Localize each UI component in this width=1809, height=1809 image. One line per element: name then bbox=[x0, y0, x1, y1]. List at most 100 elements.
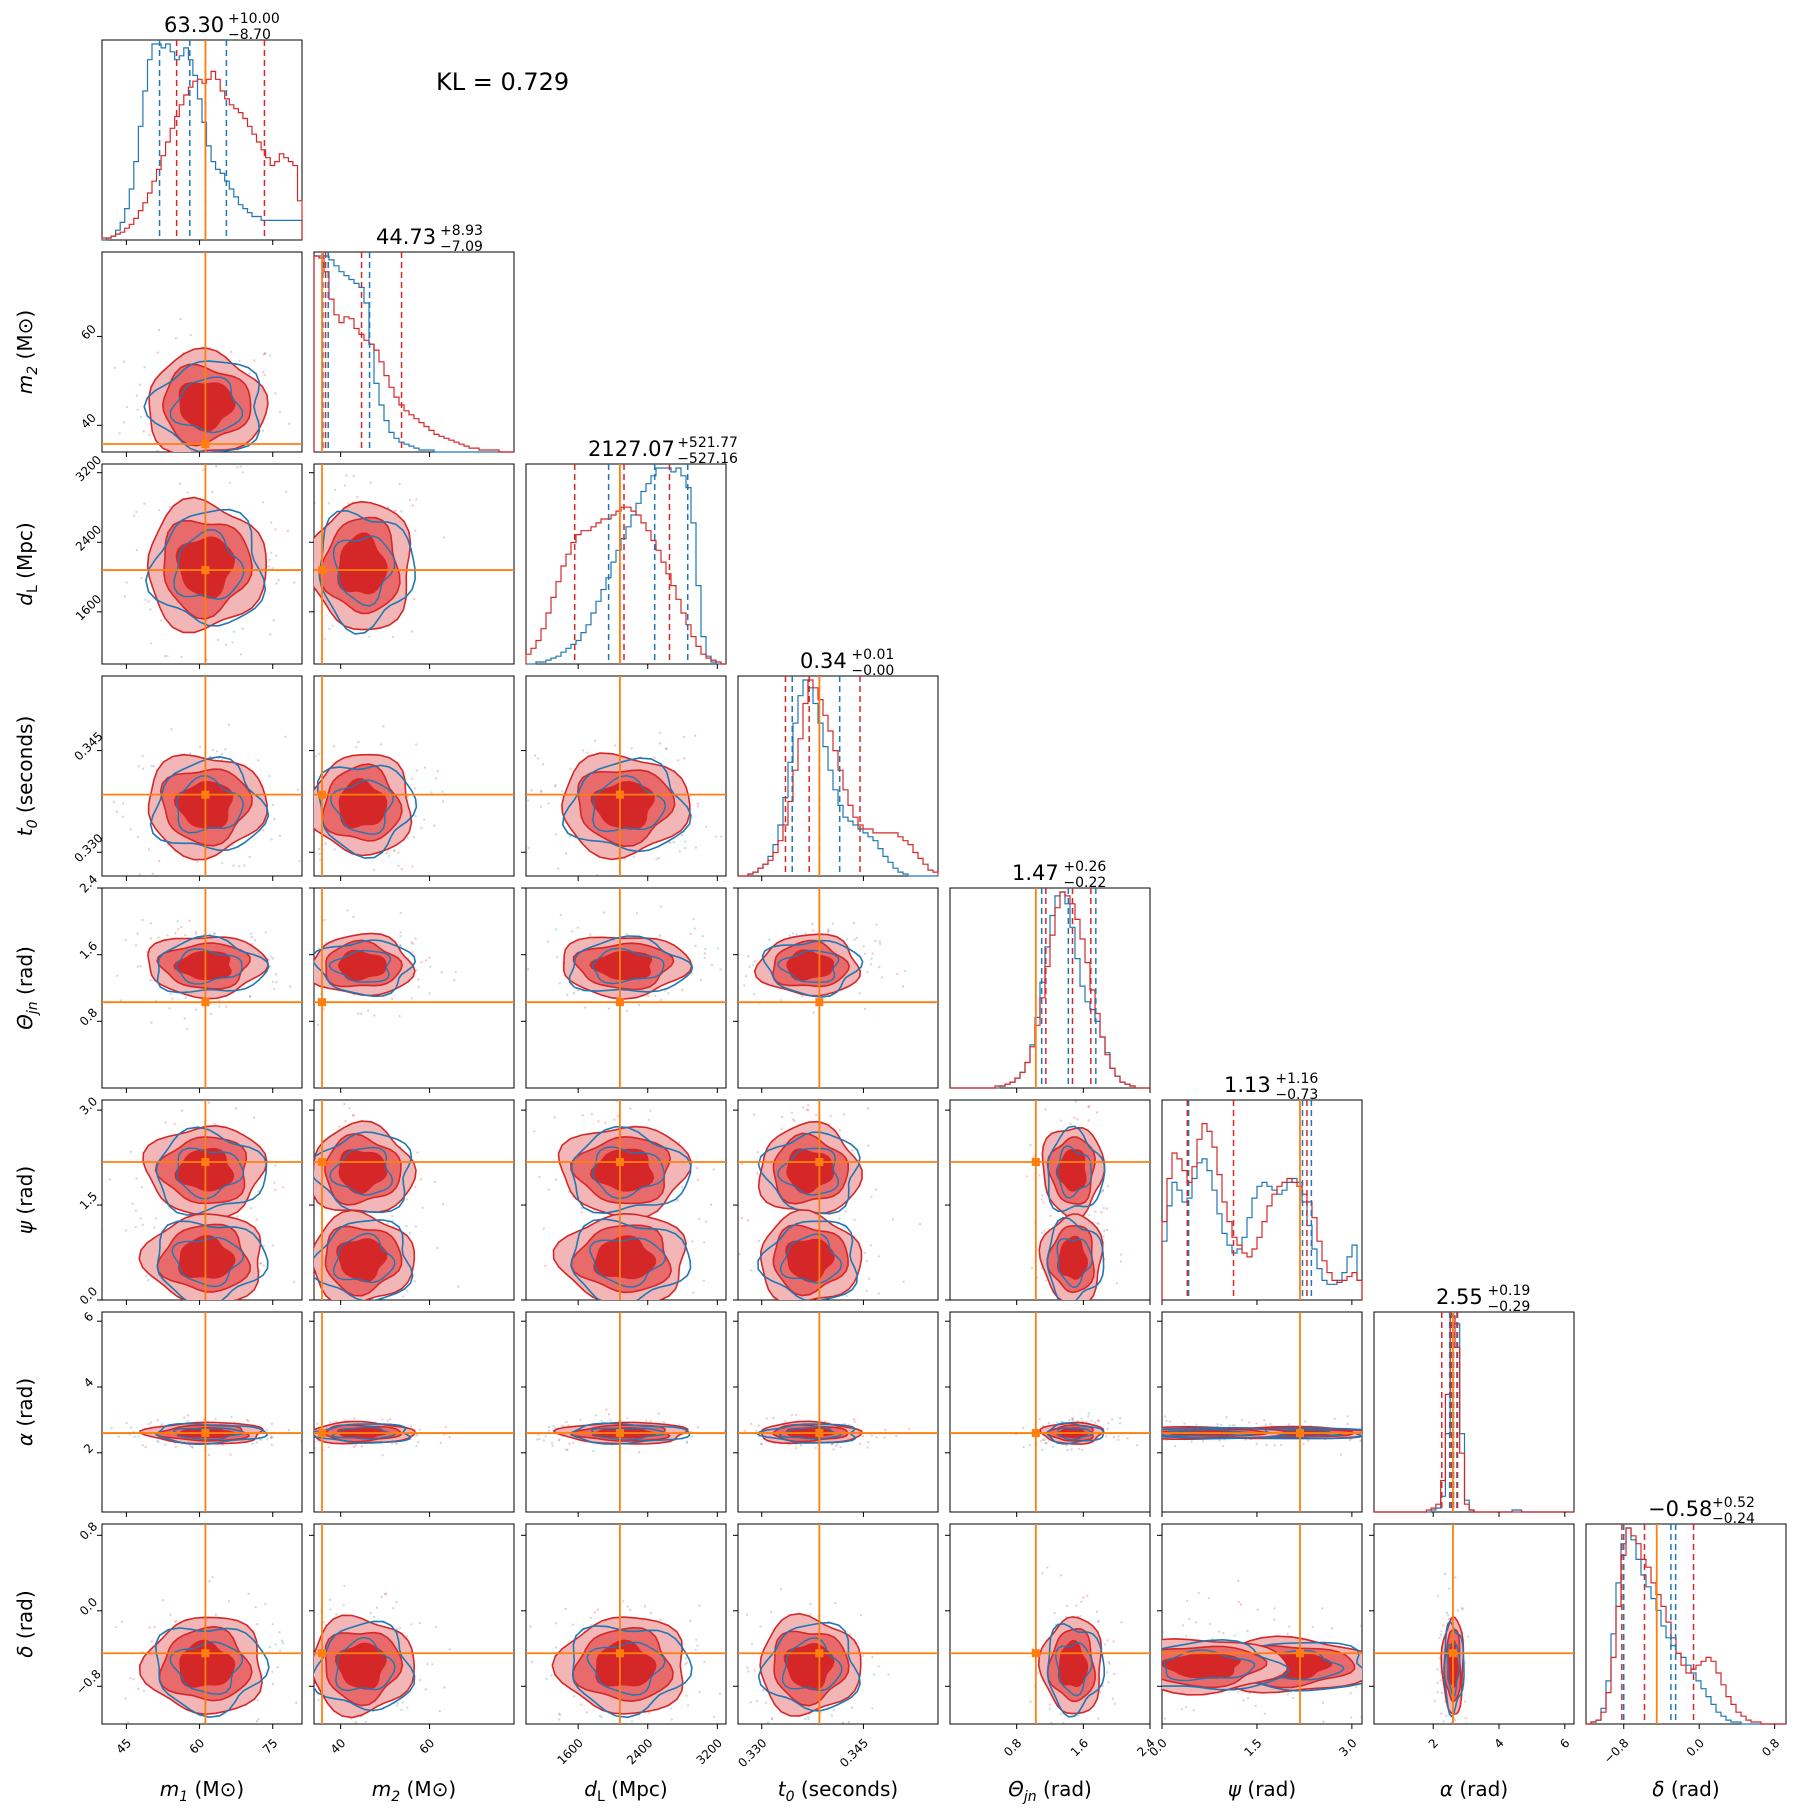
contour-group bbox=[526, 1097, 726, 1300]
sample-point bbox=[110, 1426, 113, 1430]
sample-point bbox=[298, 860, 301, 863]
sample-point bbox=[1112, 1435, 1116, 1439]
sample-point bbox=[807, 1717, 810, 1721]
sample-point bbox=[248, 995, 252, 998]
sample-point bbox=[791, 1118, 795, 1121]
sample-point bbox=[292, 989, 294, 991]
sample-point bbox=[1106, 1184, 1110, 1188]
sample-point bbox=[380, 1742, 382, 1744]
sample-point bbox=[742, 1066, 744, 1068]
sample-point bbox=[291, 1416, 293, 1418]
sample-point bbox=[793, 1078, 795, 1080]
sample-point bbox=[616, 1114, 620, 1118]
sample-point bbox=[389, 1418, 392, 1421]
contour-group bbox=[526, 888, 726, 1088]
sample-point bbox=[878, 942, 882, 946]
sample-point bbox=[138, 383, 142, 386]
contour-inner-b bbox=[176, 775, 244, 834]
sample-point bbox=[1119, 1253, 1123, 1256]
sample-point bbox=[1225, 1416, 1228, 1419]
sample-point bbox=[615, 1097, 617, 1099]
sample-point bbox=[626, 1605, 629, 1608]
sample-point bbox=[1082, 1315, 1084, 1317]
sample-point bbox=[815, 1759, 817, 1761]
sample-point bbox=[1111, 1697, 1115, 1700]
sample-point bbox=[1119, 1302, 1121, 1304]
sample-point bbox=[299, 1190, 301, 1192]
sample-point bbox=[586, 751, 589, 754]
sample-point bbox=[1056, 1730, 1058, 1732]
sample-point bbox=[438, 1709, 441, 1713]
sample-point bbox=[398, 483, 401, 486]
sample-point bbox=[755, 1699, 759, 1703]
y-tick-label: 1600 bbox=[73, 592, 104, 623]
sample-point bbox=[1071, 1417, 1074, 1420]
panel-title-plus: +8.93 bbox=[440, 223, 483, 239]
sample-point bbox=[804, 932, 807, 935]
sample-point bbox=[1376, 1667, 1378, 1669]
sample-point bbox=[1040, 1198, 1044, 1201]
sample-point bbox=[169, 1055, 171, 1057]
sample-point bbox=[629, 1608, 632, 1611]
sample-point bbox=[309, 1147, 311, 1149]
sample-point bbox=[134, 1226, 137, 1229]
sample-point bbox=[728, 970, 730, 972]
sample-point bbox=[830, 1443, 833, 1446]
sample-point bbox=[869, 963, 873, 966]
sample-point bbox=[1273, 1444, 1276, 1447]
sample-point bbox=[844, 1735, 846, 1737]
sample-point bbox=[1074, 1315, 1076, 1317]
contour-inner-b bbox=[329, 779, 395, 835]
sample-point bbox=[160, 619, 163, 622]
sample-point bbox=[1302, 1442, 1305, 1446]
sample-point bbox=[179, 317, 182, 321]
sample-point bbox=[1184, 1705, 1188, 1709]
sample-point bbox=[1346, 1415, 1349, 1418]
sample-point bbox=[847, 1720, 851, 1724]
sample-point bbox=[863, 1251, 866, 1255]
sample-point bbox=[249, 1207, 253, 1210]
sample-point bbox=[67, 516, 69, 518]
sample-point bbox=[696, 1644, 699, 1647]
sample-point bbox=[680, 988, 684, 992]
sample-point bbox=[1066, 1448, 1069, 1452]
sample-point bbox=[234, 1107, 238, 1110]
sample-point bbox=[138, 873, 141, 876]
panel-psi-delta: 0.0 1.5 3.0 bbox=[1146, 1523, 1378, 1759]
sample-point bbox=[315, 1347, 317, 1349]
sample-point bbox=[204, 455, 206, 457]
sample-point bbox=[275, 554, 278, 557]
sample-point bbox=[147, 848, 151, 851]
sample-point bbox=[386, 1419, 389, 1422]
panel-title-value: 44.73 bbox=[376, 225, 436, 249]
sample-point bbox=[1119, 1416, 1122, 1420]
sample-point bbox=[278, 1428, 280, 1430]
sample-point bbox=[1103, 1229, 1106, 1232]
sample-point bbox=[1044, 1442, 1047, 1445]
sample-point bbox=[399, 911, 402, 915]
sample-point bbox=[448, 1436, 451, 1439]
sample-point bbox=[849, 1632, 852, 1636]
sample-point bbox=[1085, 1356, 1087, 1358]
sample-point bbox=[1097, 1222, 1101, 1226]
sample-point bbox=[238, 864, 241, 868]
truth-marker bbox=[201, 1429, 210, 1438]
panel-title-minus: −527.16 bbox=[677, 451, 738, 467]
sample-point bbox=[317, 847, 321, 851]
sample-point bbox=[125, 405, 129, 409]
sample-point bbox=[626, 1417, 629, 1420]
sample-point bbox=[264, 931, 268, 934]
sample-point bbox=[710, 963, 714, 967]
panel-m2-t0 bbox=[309, 675, 515, 881]
sample-point bbox=[1159, 1647, 1161, 1649]
sample-point bbox=[136, 965, 139, 968]
sample-point bbox=[703, 956, 706, 960]
sample-point bbox=[218, 1005, 221, 1008]
sample-point bbox=[501, 1438, 503, 1440]
sample-point bbox=[310, 1417, 312, 1419]
sample-point bbox=[1085, 1322, 1087, 1324]
contour-inner-b bbox=[176, 1147, 244, 1200]
sample-point bbox=[771, 1717, 774, 1720]
sample-point bbox=[124, 1697, 127, 1700]
sample-point bbox=[1284, 1743, 1286, 1745]
